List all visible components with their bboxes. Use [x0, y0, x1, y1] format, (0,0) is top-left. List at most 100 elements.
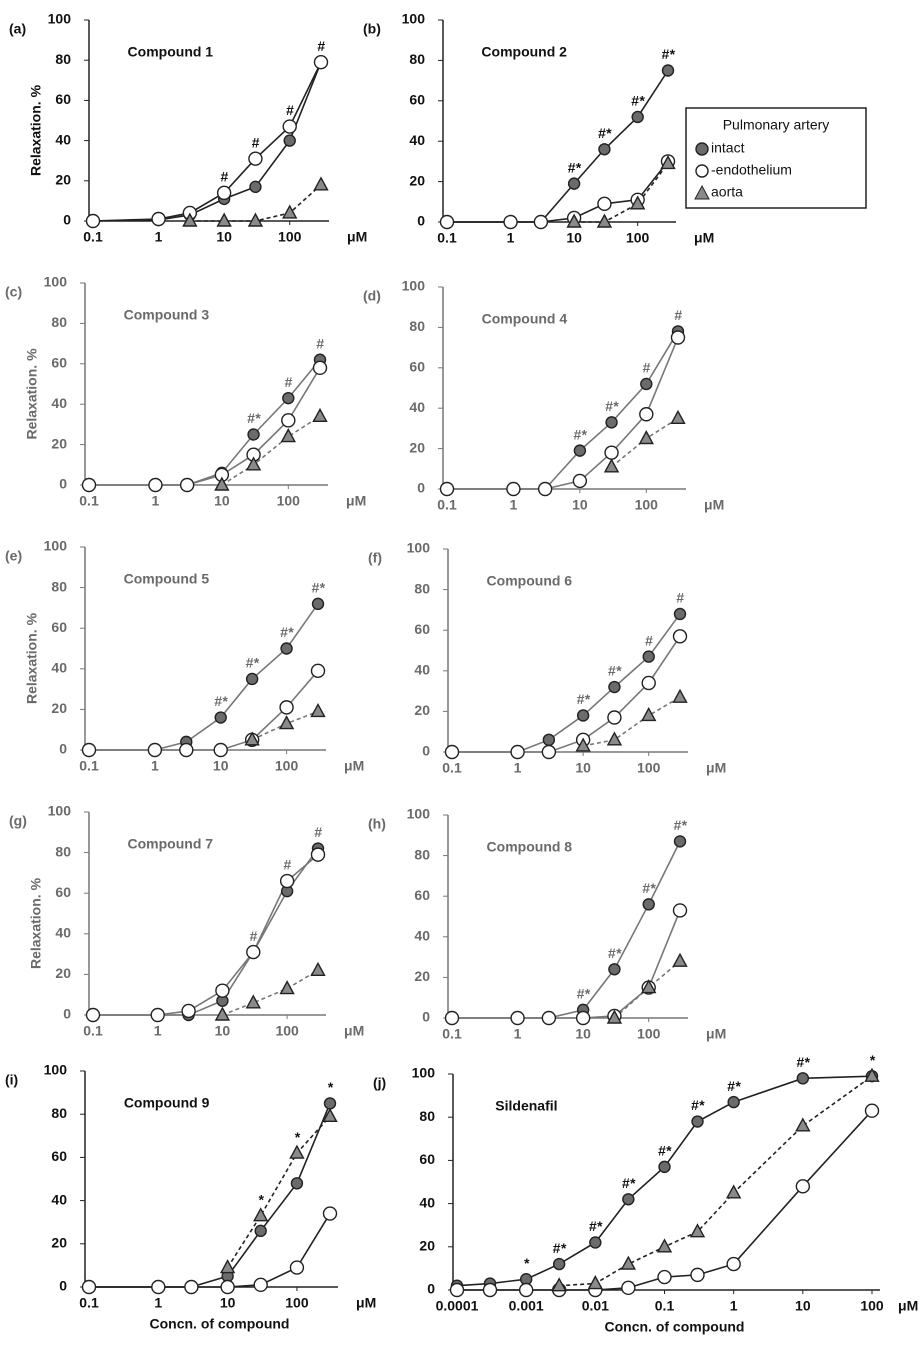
x-tick-label: 100 [635, 497, 659, 513]
marker [631, 110, 644, 124]
y-tick-label: 20 [55, 172, 71, 188]
marker [641, 979, 657, 994]
marker [151, 211, 166, 227]
marker [672, 688, 688, 703]
y-tick-label: 20 [409, 172, 425, 188]
x-tick-label: 100 [860, 1298, 884, 1314]
marker [85, 1007, 101, 1023]
y-tick-label: 60 [409, 359, 425, 375]
panel: 0 20 40 60 80 100 0.1 1 10 100 μM (d) Compound 4 #* #*… [363, 278, 724, 513]
marker [639, 407, 654, 422]
x-tick-label: 10 [213, 758, 229, 774]
marker [247, 212, 264, 227]
y-tick-label: 100 [44, 274, 68, 290]
marker [641, 706, 657, 722]
y-tick-label: 80 [51, 1105, 67, 1121]
marker [310, 961, 326, 977]
marker [726, 1256, 741, 1272]
y-tick-label: 0 [63, 212, 71, 228]
y-tick-label: 60 [409, 92, 425, 108]
marker [181, 1003, 196, 1019]
significance-label: #* [567, 159, 581, 175]
marker [219, 1259, 236, 1274]
significance-label: #* [605, 398, 619, 414]
marker [795, 1179, 811, 1194]
y-tick-label: 100 [412, 1065, 436, 1081]
x-tick-label: 1 [154, 1295, 162, 1311]
marker [81, 742, 97, 758]
y-tick-label: 80 [55, 51, 71, 67]
y-tick-label: 40 [51, 660, 67, 676]
marker [606, 1009, 623, 1024]
significance-label: # [220, 169, 228, 185]
marker [310, 663, 326, 679]
y-tick-label: 40 [51, 395, 67, 411]
significance-label: # [249, 928, 257, 944]
x-tick-label: 0.1 [442, 760, 462, 776]
panel: 0 20 40 60 80 100 0.1 1 10 100 μM (b) Compound 2 #* #*… [363, 11, 867, 246]
x-tick-label: 0.1 [83, 229, 103, 245]
y-tick-label: 100 [48, 11, 72, 27]
marker [795, 1117, 811, 1132]
marker [542, 733, 556, 747]
marker [179, 477, 195, 493]
unit-label: μM [706, 760, 726, 776]
legend-marker [694, 184, 710, 200]
x-tick-label: 10 [214, 493, 230, 509]
panel-label: (f) [368, 550, 382, 566]
x-tick-label: 100 [285, 1295, 309, 1311]
marker [629, 195, 646, 210]
panel-title: Compound 7 [128, 836, 214, 852]
significance-label: #* [727, 1078, 741, 1094]
x-tick-label: 100 [626, 230, 650, 246]
panel-label: (g) [9, 813, 27, 829]
marker [603, 458, 620, 473]
y-axis-label: Relaxation. % [24, 348, 40, 440]
y-tick-label: 0 [422, 1009, 430, 1025]
significance-label: # [645, 632, 653, 648]
marker [642, 898, 655, 911]
y-tick-label: 0 [63, 1006, 71, 1022]
marker [796, 1072, 810, 1085]
panel: 0 20 40 60 80 100 0.1 1 10 100 μM (i) Compound 9 Conc… [5, 1062, 376, 1332]
y-tick-label: 40 [55, 925, 71, 941]
unit-label: μM [694, 230, 714, 246]
y-tick-label: 100 [402, 278, 426, 294]
legend-label: -endothelium [711, 162, 792, 178]
marker [657, 1269, 672, 1285]
marker [246, 944, 261, 960]
y-tick-label: 40 [51, 1191, 67, 1207]
marker [690, 1267, 705, 1283]
series-line [222, 969, 319, 1016]
marker [289, 1260, 305, 1275]
marker [541, 1010, 557, 1026]
significance-label: #* [631, 93, 645, 109]
marker [596, 213, 613, 228]
significance-label: #* [246, 655, 260, 671]
x-tick-label: 1 [730, 1298, 738, 1314]
significance-label: # [674, 307, 682, 323]
marker [537, 481, 553, 497]
marker [147, 742, 163, 758]
panel-label: (d) [363, 288, 381, 304]
marker [247, 428, 260, 441]
marker [253, 1277, 268, 1293]
marker [670, 409, 686, 424]
significance-label: #* [673, 817, 687, 833]
marker [573, 444, 587, 457]
y-tick-label: 60 [419, 1151, 435, 1167]
y-tick-label: 0 [59, 1278, 67, 1294]
y-axis-label: Relaxation. % [28, 877, 44, 969]
marker [213, 742, 228, 758]
marker [638, 430, 654, 445]
panel: 0 20 40 60 80 100 0.1 1 10 100 μM (e) Compound 5 Rela… [5, 538, 364, 774]
marker [245, 994, 261, 1009]
significance-label: * [523, 1255, 529, 1271]
marker [214, 476, 230, 491]
x-tick-label: 1 [507, 230, 515, 246]
panel-title: Compound 1 [128, 44, 214, 60]
y-tick-label: 60 [414, 621, 430, 637]
y-tick-label: 40 [409, 399, 425, 415]
y-tick-label: 20 [409, 439, 425, 455]
